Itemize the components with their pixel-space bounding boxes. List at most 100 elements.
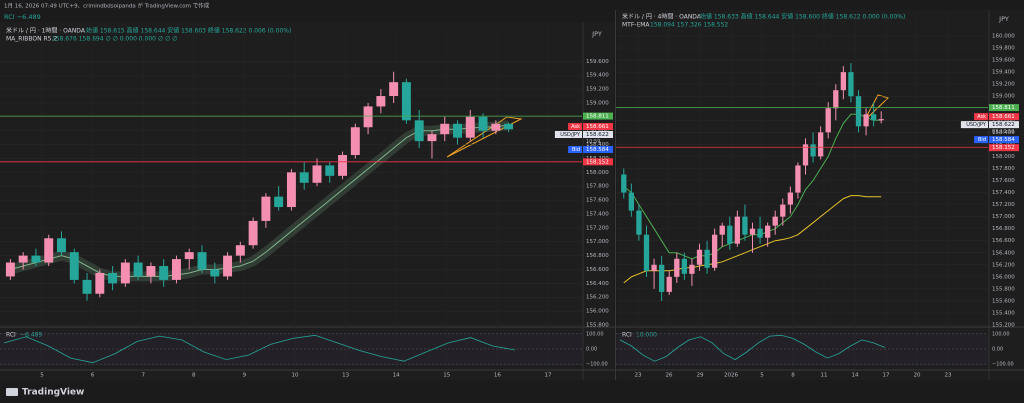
y-tick-label: 156.600 bbox=[586, 267, 609, 273]
candle-body bbox=[18, 255, 28, 263]
tag-name-box bbox=[974, 136, 988, 144]
y-tick-label: 155.600 bbox=[992, 298, 1015, 304]
candle-body bbox=[57, 238, 66, 253]
y-tick-label: 156.800 bbox=[586, 253, 609, 259]
y-tick-label: 155.800 bbox=[992, 286, 1015, 292]
x-tick-label: 9 bbox=[243, 373, 247, 379]
currency: JPY bbox=[591, 30, 602, 38]
indicator-name: MA_RIBBON R5.2 bbox=[6, 36, 57, 43]
x-tick-label: 2026 bbox=[724, 373, 738, 379]
candle-body bbox=[749, 228, 756, 235]
candle-body bbox=[757, 228, 763, 238]
candle-body bbox=[197, 252, 207, 270]
candle-body bbox=[69, 252, 79, 280]
price-tag-label: 158.152 bbox=[992, 145, 1015, 151]
candle-body bbox=[299, 172, 309, 183]
tag-name-box bbox=[568, 145, 582, 153]
indicator-readout: 158.094 157.326 158.552 bbox=[650, 22, 728, 29]
y-tick-label: 159.600 bbox=[586, 59, 609, 65]
triangle-drawing bbox=[446, 116, 523, 158]
candle-body bbox=[223, 255, 233, 277]
price-tag bbox=[989, 104, 1019, 112]
price-tag bbox=[989, 136, 1019, 144]
candle-body bbox=[325, 165, 335, 176]
y-tick-label: 157.000 bbox=[586, 239, 609, 245]
rci-value: 10.000 bbox=[636, 332, 657, 339]
price-tag bbox=[989, 113, 1019, 121]
candle-body bbox=[825, 108, 831, 133]
candle-body bbox=[171, 259, 181, 280]
rci-line bbox=[3, 334, 516, 364]
y-tick-label: 159.200 bbox=[992, 82, 1015, 88]
x-tick-label: 23 bbox=[945, 373, 952, 379]
rci-line bbox=[619, 334, 886, 362]
price-tag-label: 158.584 bbox=[586, 147, 609, 153]
candle-body bbox=[840, 72, 847, 91]
ohlc-readout: 始値 158.615 高値 158.644 安値 158.603 終値 158.… bbox=[86, 27, 291, 35]
y-tick-label: 157.000 bbox=[992, 214, 1015, 220]
candle-body bbox=[681, 258, 688, 274]
rci-label: RCI bbox=[6, 332, 16, 339]
y-tick-label: 159.000 bbox=[586, 100, 609, 106]
candle-body bbox=[108, 272, 118, 284]
price-tag bbox=[583, 158, 613, 166]
y-tick-label: 100.00 bbox=[992, 331, 1010, 337]
y-tick-label: 100.00 bbox=[586, 331, 604, 337]
y-tick-label: 158.600 bbox=[992, 118, 1015, 124]
candle-body bbox=[764, 225, 771, 238]
left-panel bbox=[0, 22, 614, 380]
candle-body bbox=[817, 132, 824, 157]
y-tick-label: 156.400 bbox=[992, 250, 1015, 256]
y-tick-label: 157.200 bbox=[992, 202, 1015, 208]
candle-body bbox=[658, 264, 665, 292]
brand: TradingView bbox=[22, 388, 84, 398]
y-tick-label: −100.00 bbox=[586, 362, 608, 368]
price-tag-label: 158.811 bbox=[992, 105, 1015, 111]
x-tick-label: 8 bbox=[192, 373, 196, 379]
candle-body bbox=[810, 144, 816, 157]
candle-body bbox=[261, 196, 271, 221]
candle-body bbox=[286, 172, 296, 208]
candle-body bbox=[427, 134, 437, 142]
y-tick-label: 159.000 bbox=[992, 94, 1015, 100]
candle-body bbox=[133, 262, 143, 277]
y-tick-label: 156.000 bbox=[992, 274, 1015, 280]
x-tick-label: 6 bbox=[91, 373, 95, 379]
price-tag-label: 158.584 bbox=[992, 137, 1015, 143]
candle-body bbox=[742, 216, 748, 235]
candle-body bbox=[795, 165, 801, 193]
y-tick-label: 159.400 bbox=[586, 73, 609, 79]
y-tick-label: 157.800 bbox=[992, 166, 1015, 172]
tag-name: USD/JPY bbox=[966, 122, 987, 128]
ohlc-readout: 始値 158.633 高値 158.644 安値 158.600 終値 158.… bbox=[700, 13, 905, 21]
x-tick-label: 29 bbox=[697, 373, 704, 379]
candle-body bbox=[666, 276, 672, 292]
candle-body bbox=[95, 272, 105, 294]
price-tag bbox=[583, 130, 613, 138]
x-tick-label: 23 bbox=[635, 373, 642, 379]
candle-body bbox=[719, 225, 725, 235]
y-tick-label: 155.800 bbox=[586, 323, 609, 329]
tag-name-box bbox=[974, 113, 988, 121]
tag-name-box bbox=[568, 122, 582, 130]
y-tick-label: 159.200 bbox=[586, 87, 609, 93]
y-tick-label: 157.600 bbox=[992, 178, 1015, 184]
y-tick-label: 159.400 bbox=[992, 70, 1015, 76]
y-tick-label: 155.200 bbox=[992, 323, 1015, 329]
logo-mark bbox=[6, 388, 18, 396]
rci-band bbox=[0, 333, 582, 365]
rci-label: RCI bbox=[622, 332, 632, 339]
price-tag bbox=[583, 122, 613, 130]
candle-body bbox=[235, 245, 245, 256]
candle-body bbox=[453, 123, 462, 138]
candle-body bbox=[31, 255, 41, 263]
candle-body bbox=[848, 72, 854, 97]
price-tag-label: 158.661 bbox=[586, 124, 609, 130]
symbol-title: 米ドル / 円 · 1時間 · OANDA bbox=[6, 27, 86, 35]
candle-body bbox=[146, 266, 156, 277]
x-tick-label: 20 bbox=[914, 373, 921, 379]
brand-logo: TradingView bbox=[6, 388, 84, 398]
candle-body bbox=[772, 216, 778, 226]
candle-body bbox=[338, 155, 348, 176]
